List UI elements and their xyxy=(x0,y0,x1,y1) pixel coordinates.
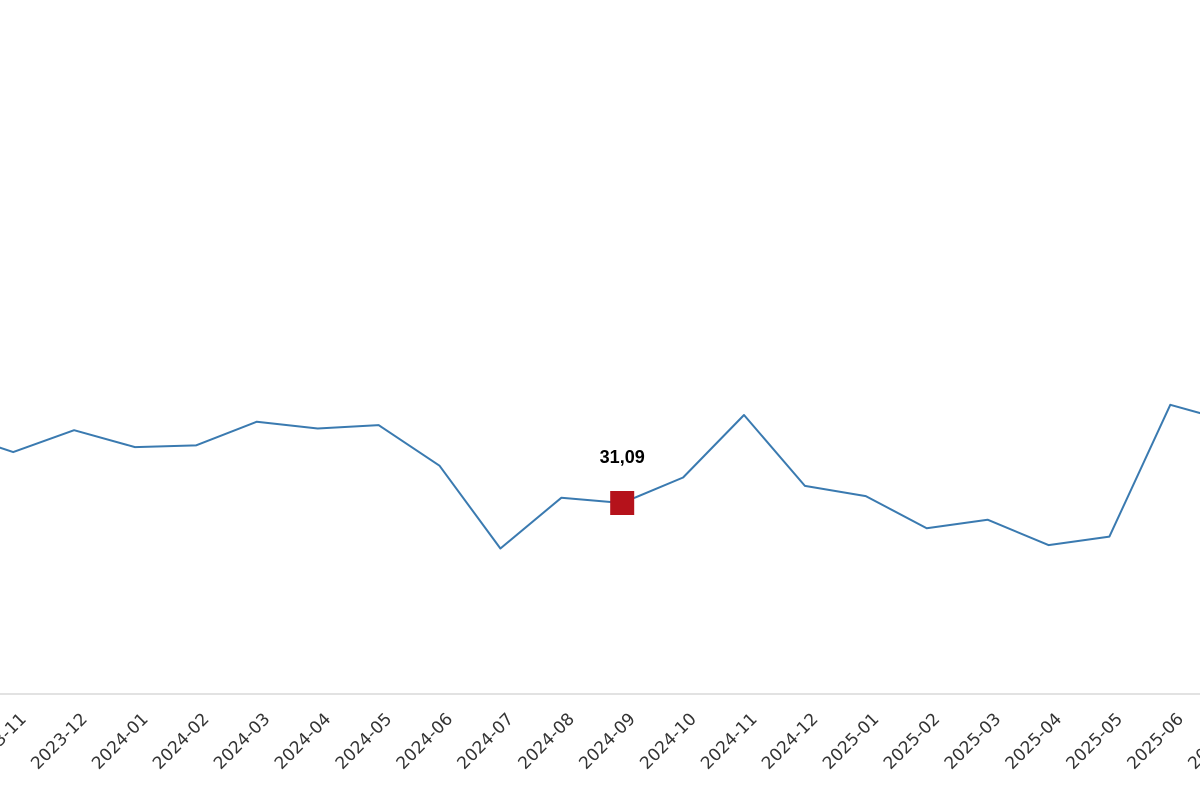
data-point-2024-10 xyxy=(680,475,686,481)
data-point-2024-11 xyxy=(741,412,747,418)
x-tick-label: 2024-07 xyxy=(454,709,518,773)
x-tick-label: 2025-04 xyxy=(1002,709,1066,773)
data-point-2025-02 xyxy=(924,525,930,531)
data-point-2024-02 xyxy=(193,442,199,448)
data-point-2025-06 xyxy=(1167,402,1173,408)
x-tick-label: 2024-09 xyxy=(575,709,639,773)
data-point-2023-11 xyxy=(10,449,16,455)
data-point-2024-05 xyxy=(376,422,382,428)
x-tick-label: 2025-01 xyxy=(819,709,883,773)
x-tick-label: 2024-11 xyxy=(697,709,761,773)
x-tick-label: 2024-03 xyxy=(210,709,274,773)
x-tick-label: 2024-06 xyxy=(393,709,457,773)
x-tick-label: 2023-11 xyxy=(0,709,31,773)
x-tick-label: 2025-02 xyxy=(880,709,944,773)
x-tick-labels: 2023-102023-112023-122024-012024-022024-… xyxy=(0,709,1200,773)
highlight-marker xyxy=(610,491,635,515)
x-tick-label: 2025-07 xyxy=(1184,709,1200,773)
data-point-2024-08 xyxy=(558,495,564,501)
series-layer xyxy=(0,402,1200,552)
x-tick-label: 2024-05 xyxy=(332,709,396,773)
x-tick-label: 2024-12 xyxy=(758,709,822,773)
x-tick-label: 2024-02 xyxy=(149,709,213,773)
data-point-2025-03 xyxy=(985,517,991,523)
data-point-2024-04 xyxy=(315,426,321,432)
highlight-layer: 31,09 xyxy=(600,447,645,515)
data-point-2024-06 xyxy=(437,463,443,469)
x-tick-label: 2024-10 xyxy=(636,709,700,773)
data-point-2025-01 xyxy=(863,493,869,499)
data-point-2025-05 xyxy=(1106,534,1112,540)
data-point-2024-01 xyxy=(132,444,138,450)
data-point-2024-07 xyxy=(497,546,503,552)
data-point-2024-03 xyxy=(254,419,260,425)
x-tick-label: 2023-12 xyxy=(27,709,91,773)
x-tick-label: 2024-08 xyxy=(514,709,578,773)
x-tick-label: 2025-06 xyxy=(1123,709,1187,773)
x-tick-label: 2024-01 xyxy=(88,709,152,773)
x-tick-label: 2025-05 xyxy=(1063,709,1127,773)
data-point-2023-12 xyxy=(71,427,77,433)
x-tick-label: 2025-03 xyxy=(941,709,1005,773)
highlight-data-label: 31,09 xyxy=(600,447,645,467)
x-tick-label: 2024-04 xyxy=(271,709,335,773)
data-point-2024-12 xyxy=(802,483,808,489)
data-point-2025-04 xyxy=(1046,542,1052,548)
series-line xyxy=(0,403,1200,550)
